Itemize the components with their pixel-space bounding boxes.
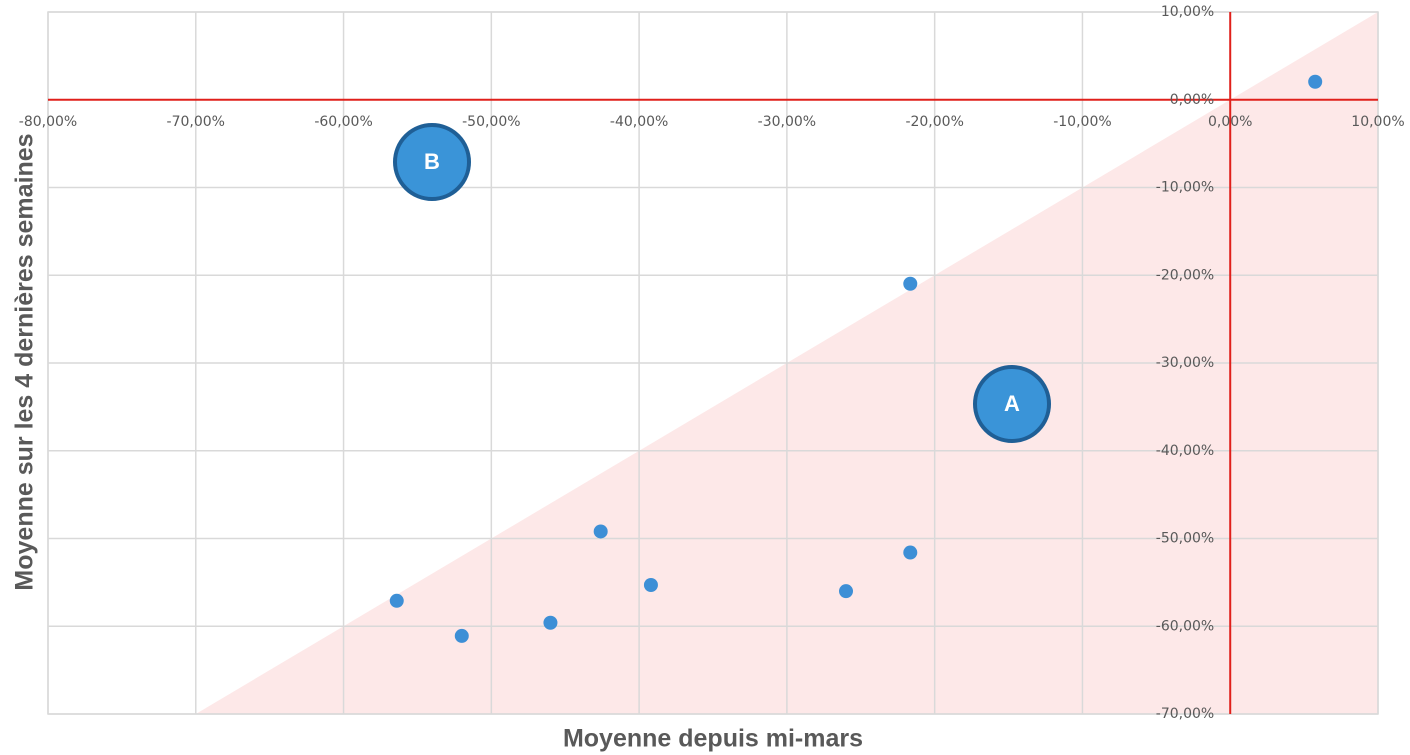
annotation-circle xyxy=(973,365,1051,443)
y-tick-label: -10,00% xyxy=(1156,180,1214,196)
y-tick-label: -50,00% xyxy=(1156,531,1214,547)
x-tick-label: -30,00% xyxy=(758,114,816,130)
y-tick-label: -40,00% xyxy=(1156,443,1214,459)
data-point xyxy=(593,524,608,539)
x-tick-label: -60,00% xyxy=(314,114,372,130)
y-tick-label: 10,00% xyxy=(1161,4,1214,20)
x-tick-label: -70,00% xyxy=(167,114,225,130)
y-axis-title: Moyenne sur les 4 dernières semaines xyxy=(11,133,39,590)
plot-border xyxy=(47,11,1379,715)
y-tick-label: -70,00% xyxy=(1156,706,1214,722)
x-tick-label: -40,00% xyxy=(610,114,668,130)
x-axis-title: Moyenne depuis mi-mars xyxy=(563,725,863,753)
data-point xyxy=(903,545,918,560)
annotation-circle xyxy=(393,123,471,201)
x-tick-label: -20,00% xyxy=(905,114,963,130)
annotation-label: A xyxy=(1004,391,1020,416)
data-point xyxy=(389,593,404,608)
data-point xyxy=(1308,74,1323,89)
x-tick-label: -80,00% xyxy=(19,114,77,130)
annotation: B xyxy=(393,123,471,201)
data-point xyxy=(643,578,658,593)
y-tick-label: 0,00% xyxy=(1170,92,1214,108)
data-point xyxy=(903,276,918,291)
y-tick-label: -20,00% xyxy=(1156,267,1214,283)
annotation: A xyxy=(973,365,1051,443)
annotation-label: B xyxy=(424,149,440,174)
data-point xyxy=(839,584,853,599)
x-tick-label: -10,00% xyxy=(1053,114,1111,130)
y-tick-label: -60,00% xyxy=(1156,618,1214,634)
data-point xyxy=(454,628,469,643)
x-tick-label: -50,00% xyxy=(462,114,520,130)
x-tick-label: 0,00% xyxy=(1208,114,1252,130)
y-tick-label: -30,00% xyxy=(1156,355,1214,371)
x-tick-label: 10,00% xyxy=(1351,114,1404,130)
data-point xyxy=(543,615,558,630)
